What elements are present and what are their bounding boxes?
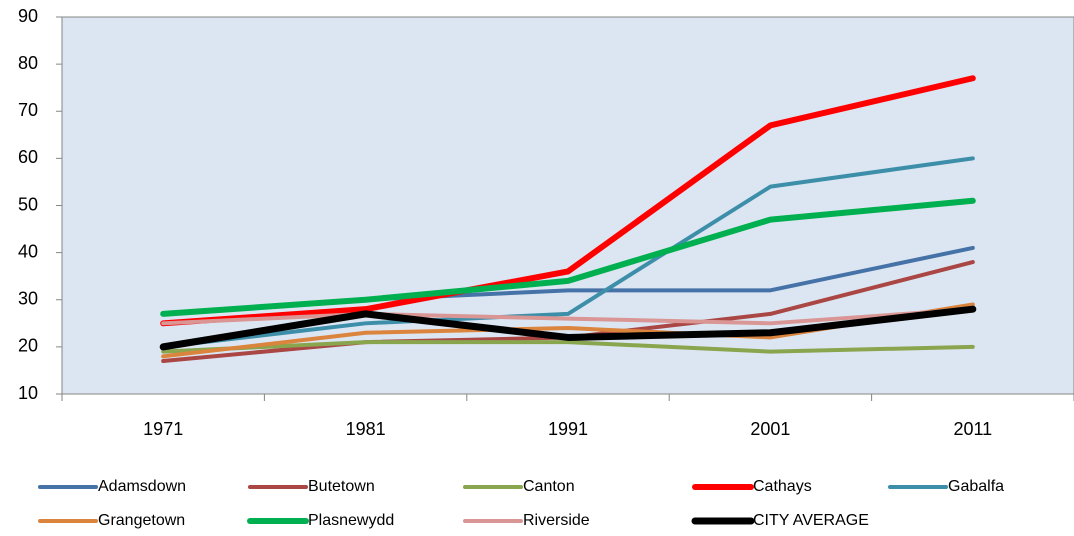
x-tick-label: 2011 bbox=[953, 419, 992, 439]
legend-label: Adamsdown bbox=[98, 478, 186, 495]
legend-label: Cathays bbox=[753, 478, 812, 495]
legend-label: Plasnewydd bbox=[308, 512, 394, 529]
legend-label: Canton bbox=[523, 478, 575, 495]
y-tick-label: 80 bbox=[18, 53, 38, 73]
legend-label: Grangetown bbox=[98, 512, 185, 529]
x-tick-label: 1991 bbox=[548, 419, 588, 439]
x-tick-label: 2001 bbox=[750, 419, 790, 439]
y-tick-label: 30 bbox=[18, 289, 38, 309]
y-tick-label: 20 bbox=[18, 336, 38, 356]
y-tick-label: 40 bbox=[18, 241, 38, 261]
line-series bbox=[161, 340, 975, 354]
y-tick-label: 60 bbox=[18, 147, 38, 167]
y-tick-label: 10 bbox=[18, 383, 38, 403]
line-series bbox=[161, 156, 975, 349]
legend-label: CITY AVERAGE bbox=[753, 512, 869, 529]
line-series bbox=[159, 305, 977, 351]
y-tick-label: 90 bbox=[18, 6, 38, 26]
y-tick-label: 70 bbox=[18, 100, 38, 120]
line-series bbox=[161, 307, 975, 326]
y-tick-label: 50 bbox=[18, 194, 38, 214]
legend-label: Riverside bbox=[523, 512, 590, 529]
line-series bbox=[160, 75, 976, 327]
x-tick-label: 1971 bbox=[143, 419, 183, 439]
line-series bbox=[160, 197, 976, 317]
legend-label: Butetown bbox=[308, 478, 375, 495]
legend-label: Gabalfa bbox=[948, 478, 1004, 495]
x-tick-label: 1981 bbox=[346, 419, 386, 439]
